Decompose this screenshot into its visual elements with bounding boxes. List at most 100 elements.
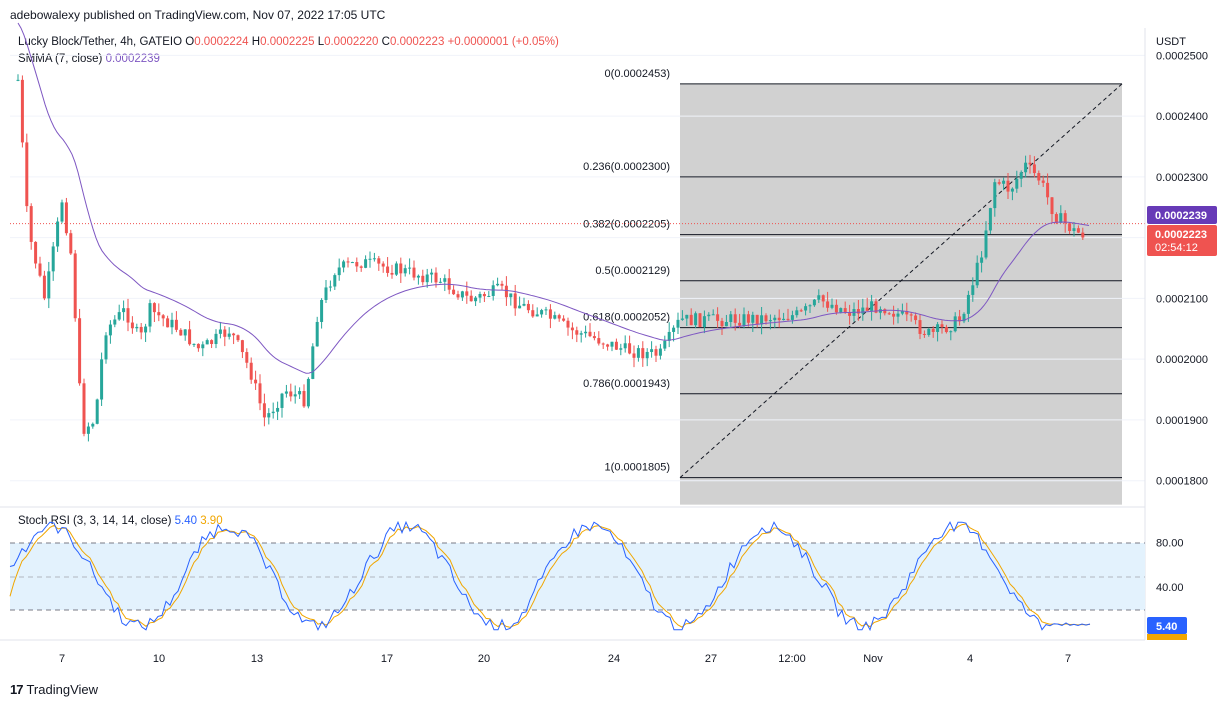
tradingview-logo-icon: 17: [10, 682, 24, 697]
candle-body: [135, 326, 139, 329]
candle-body: [645, 351, 649, 359]
candle-body: [826, 301, 830, 308]
candle-body: [1002, 180, 1006, 184]
candle-body: [509, 293, 513, 298]
candle-body: [597, 338, 601, 344]
candle-body: [108, 324, 112, 336]
candle-body: [179, 329, 183, 336]
candle-body: [773, 317, 777, 321]
candle-body: [126, 308, 130, 323]
smma-legend[interactable]: SMMA (7, close) 0.0002239: [18, 53, 160, 65]
candle-body: [914, 315, 918, 321]
candle-body: [245, 352, 249, 363]
time-tick-label: Nov: [863, 653, 883, 665]
time-axis[interactable]: 7 10 13 17 20 24 27 12:00 Nov 4 7: [59, 653, 1071, 665]
candle-body: [478, 293, 482, 298]
time-tick-label: 10: [153, 653, 165, 665]
candle-body: [980, 257, 984, 263]
candle-body: [971, 285, 975, 295]
price-tick-label: 0.0002500: [1156, 50, 1208, 62]
candle-body: [201, 344, 205, 349]
stoch-d-line: [9, 523, 1091, 628]
currency-label: USDT: [1156, 36, 1186, 48]
candle-body: [601, 343, 605, 345]
candle-body: [795, 310, 799, 316]
candle-body: [205, 340, 209, 345]
candle-body: [667, 331, 671, 341]
candle-body: [689, 314, 693, 326]
stoch-rsi-legend[interactable]: Stoch RSI (3, 3, 14, 14, close) 5.40 3.9…: [18, 515, 223, 527]
candle-body: [1015, 178, 1019, 189]
candle-body: [518, 305, 522, 309]
candle-body: [760, 315, 764, 325]
candle-body: [570, 327, 574, 331]
candle-body: [812, 299, 816, 306]
candle-body: [386, 266, 390, 273]
candle-body: [702, 316, 706, 327]
candle-body: [663, 340, 667, 349]
candle-body: [786, 318, 790, 320]
last-price-badge-text: 0.0002223: [1155, 229, 1207, 241]
candle-body: [240, 340, 244, 353]
candle-body: [1024, 162, 1028, 173]
candle-body: [73, 253, 77, 319]
candle-body: [355, 262, 359, 267]
candle-body: [328, 286, 332, 288]
candle-body: [632, 353, 636, 358]
candle-body: [320, 299, 324, 322]
candle-body: [350, 262, 354, 264]
fib-level-label: 0.382(0.0002205): [583, 219, 670, 231]
change-value: +0.0000001 (+0.05%): [447, 36, 559, 48]
symbol-name: Lucky Block/Tether, 4h, GATEIO: [18, 36, 183, 48]
candle-body: [707, 314, 711, 317]
candle-body: [38, 263, 42, 276]
candle-body: [64, 202, 68, 234]
price-axis[interactable]: 0.00025000.00024000.00023000.00022000.00…: [1156, 50, 1208, 487]
stoch-tick-label: 40.00: [1156, 582, 1184, 594]
candle-body: [588, 331, 592, 337]
symbol-legend[interactable]: Lucky Block/Tether, 4h, GATEIO O0.000222…: [18, 36, 559, 48]
candle-body: [196, 343, 200, 349]
candle-body: [487, 295, 491, 297]
candle-body: [372, 258, 376, 260]
candle-body: [949, 331, 953, 333]
candle-body: [579, 333, 583, 335]
candle-body: [271, 411, 275, 414]
candle-body: [403, 268, 407, 274]
candle-body: [892, 313, 896, 317]
candle-body: [78, 318, 82, 384]
candle-body: [790, 315, 794, 320]
candle-body: [922, 333, 926, 335]
candle-body: [25, 142, 29, 207]
candle-body: [1046, 182, 1050, 198]
candle-body: [531, 310, 535, 317]
candle-body: [368, 258, 372, 260]
fib-level-label: 0.786(0.0001943): [583, 378, 670, 390]
publisher-header: adebowalexy published on TradingView.com…: [10, 8, 386, 22]
candle-body: [1063, 213, 1067, 224]
candle-body: [100, 359, 104, 400]
candle-body: [540, 310, 544, 315]
stoch-d-value: 3.90: [200, 515, 223, 527]
candle-body: [535, 314, 539, 317]
candle-body: [768, 320, 772, 322]
candle-body: [742, 314, 746, 326]
candle-body: [658, 348, 662, 356]
candle-body: [438, 281, 442, 283]
smma-value: 0.0002239: [105, 53, 160, 65]
tradingview-footer[interactable]: 17 TradingView: [10, 682, 98, 697]
candle-body: [830, 304, 834, 308]
candle-body: [474, 297, 478, 302]
candle-body: [42, 275, 46, 299]
candle-body: [122, 308, 126, 313]
candle-body: [799, 310, 803, 312]
price-tick-label: 0.0002100: [1156, 293, 1208, 305]
candle-body: [337, 267, 341, 276]
candle-body: [821, 295, 825, 302]
candle-body: [817, 295, 821, 300]
candle-body: [364, 259, 368, 268]
candle-body: [280, 393, 284, 408]
candle-body: [1076, 228, 1080, 233]
time-tick-label: 13: [251, 653, 263, 665]
